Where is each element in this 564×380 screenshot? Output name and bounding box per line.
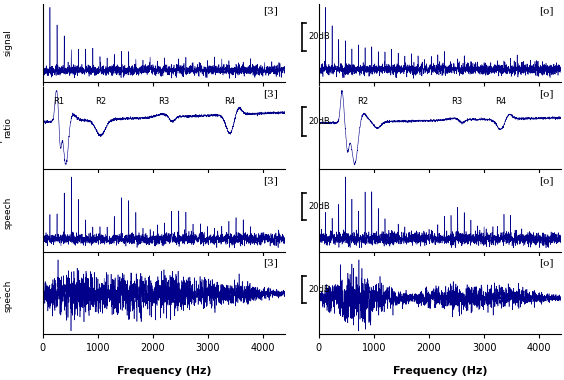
Text: R4: R4 xyxy=(224,97,236,106)
Text: R2: R2 xyxy=(358,97,368,106)
Text: R3: R3 xyxy=(451,97,462,106)
Text: R3: R3 xyxy=(158,97,170,106)
Text: Frequency (Hz): Frequency (Hz) xyxy=(117,366,211,376)
Text: [3]: [3] xyxy=(263,176,277,185)
Text: Voiced
speech: Voiced speech xyxy=(0,196,12,229)
Text: 20dB: 20dB xyxy=(309,202,331,211)
Text: [3]: [3] xyxy=(263,89,277,98)
Text: R4: R4 xyxy=(495,97,506,106)
Text: [3]: [3] xyxy=(263,259,277,268)
Text: 20dB: 20dB xyxy=(309,117,331,126)
Text: [o]: [o] xyxy=(539,89,554,98)
Text: R2: R2 xyxy=(95,97,106,106)
Text: Impedance
ratio: Impedance ratio xyxy=(0,103,12,153)
Text: 20dB: 20dB xyxy=(309,33,331,41)
Text: 20dB: 20dB xyxy=(309,285,331,294)
Text: EGG
signal: EGG signal xyxy=(0,29,12,56)
Text: Frequency (Hz): Frequency (Hz) xyxy=(393,366,487,376)
Text: [o]: [o] xyxy=(539,6,554,15)
Text: [3]: [3] xyxy=(263,6,277,15)
Text: [o]: [o] xyxy=(539,259,554,268)
Text: [o]: [o] xyxy=(539,176,554,185)
Text: Whispered
speech: Whispered speech xyxy=(0,271,12,320)
Text: R1: R1 xyxy=(52,97,64,106)
